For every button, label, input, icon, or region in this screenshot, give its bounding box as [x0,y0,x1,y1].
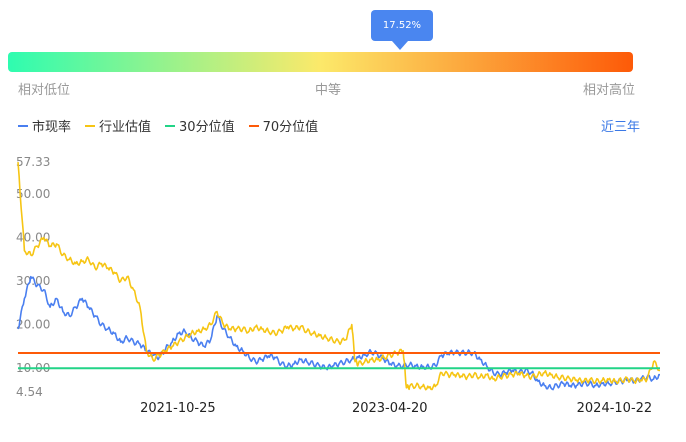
legend-swatch-p70 [248,124,259,127]
valuation-gauge-bar [8,52,633,72]
legend-swatch-pcf [18,124,28,127]
y-tick-label: 40.00 [16,231,50,245]
x-tick-label: 2021-10-25 [140,401,216,416]
y-tick-label: 4.54 [16,385,43,399]
legend-item-p70[interactable]: 70分位值 [248,116,319,135]
series-line-pcf [17,275,660,391]
legend-label-industry: 行业估值 [99,120,152,135]
y-tick-label: 20.00 [16,318,50,332]
y-tick-label: 30.00 [16,274,50,288]
gauge-label-high: 相对高位 [583,83,636,98]
legend-item-industry[interactable]: 行业估值 [85,116,151,135]
percentile-value: 17.52% [382,20,422,31]
period-button[interactable]: 近三年 [600,120,640,135]
legend-label-p70: 70分位值 [262,120,319,135]
series-line-industry [17,162,660,391]
legend-swatch-industry [85,124,96,127]
legend-label-p30: 30分位值 [179,120,235,135]
legend-swatch-p30 [165,124,176,127]
x-tick-label: 2023-04-20 [352,401,428,416]
y-tick-label: 57.33 [16,155,50,169]
percentile-tooltip: 17.52% [371,10,433,41]
x-tick-label: 2024-10-22 [577,401,653,416]
legend-label-pcf: 市现率 [32,120,72,135]
gauge-label-low: 相对低位 [18,83,71,98]
gauge-label-mid: 中等 [315,83,342,98]
percentile-tooltip-arrow [392,41,408,50]
y-tick-label: 50.00 [16,187,50,201]
chart-legend: 市现率 行业估值 30分位值 70分位值 [18,116,318,135]
legend-item-p30[interactable]: 30分位值 [165,116,235,135]
legend-item-pcf[interactable]: 市现率 [18,116,71,135]
